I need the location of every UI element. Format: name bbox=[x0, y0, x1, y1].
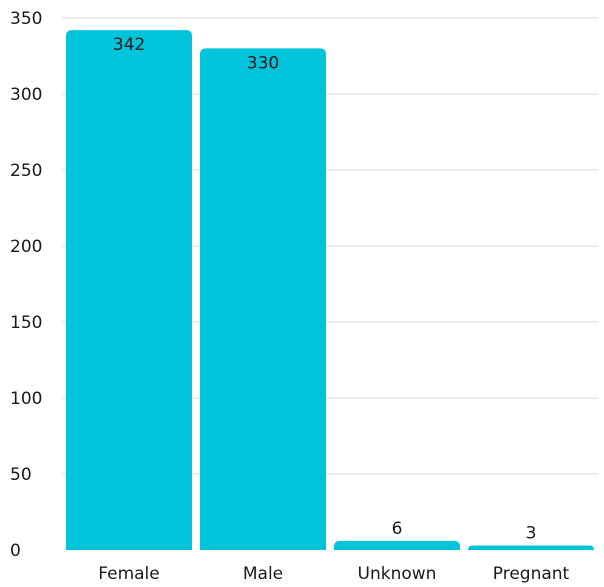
y-tick-label: 300 bbox=[10, 85, 42, 105]
data-label: 342 bbox=[113, 35, 145, 55]
bar-male bbox=[200, 48, 326, 551]
data-label: 6 bbox=[392, 519, 403, 539]
y-tick-label: 200 bbox=[10, 237, 42, 257]
x-axis-tick-labels: Female Male Unknown Pregnant bbox=[98, 564, 570, 584]
data-label: 3 bbox=[526, 523, 537, 543]
x-tick-label: Pregnant bbox=[493, 564, 570, 583]
y-tick-label: 0 bbox=[10, 541, 21, 561]
bar-female bbox=[66, 30, 192, 551]
y-axis-tick-labels: 0 50 100 150 200 250 300 350 bbox=[10, 9, 42, 561]
y-tick-label: 150 bbox=[10, 313, 42, 333]
x-tick-label: Male bbox=[243, 564, 283, 583]
data-labels: 342 330 6 3 bbox=[113, 35, 537, 543]
y-tick-label: 100 bbox=[10, 389, 42, 409]
data-label: 330 bbox=[247, 53, 279, 73]
bars bbox=[66, 30, 594, 551]
y-tick-label: 250 bbox=[10, 161, 42, 181]
x-tick-label: Female bbox=[98, 564, 159, 583]
y-tick-label: 50 bbox=[10, 465, 32, 485]
bar-pregnant bbox=[468, 545, 594, 550]
x-tick-label: Unknown bbox=[358, 564, 437, 583]
y-tick-label: 350 bbox=[10, 9, 42, 29]
bar-unknown bbox=[334, 540, 460, 550]
